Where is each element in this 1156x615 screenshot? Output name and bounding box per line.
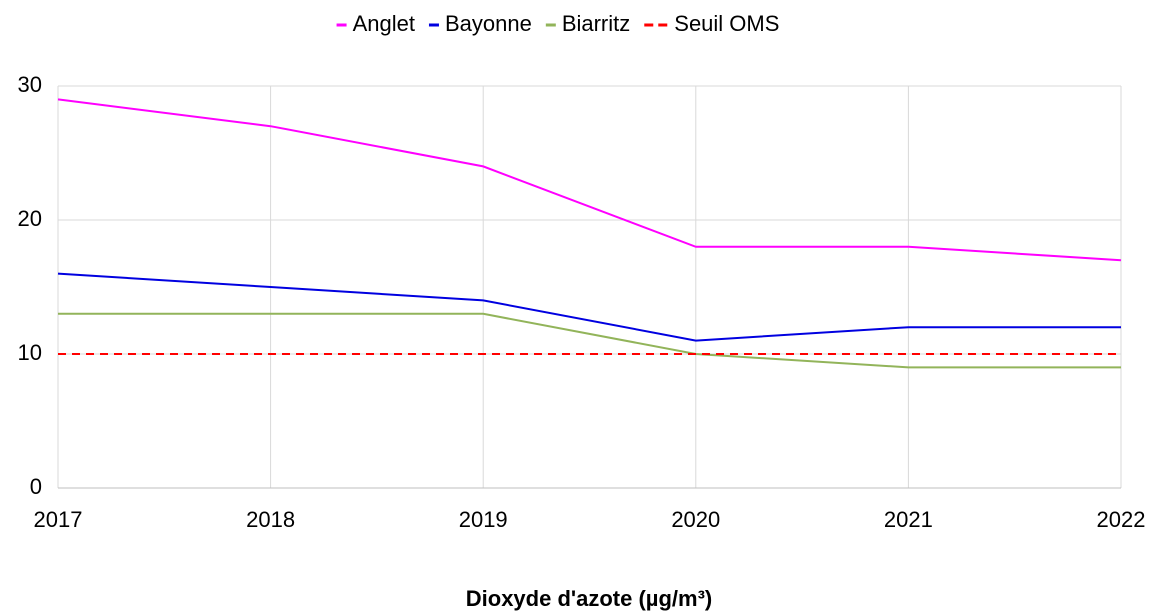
legend-label: Seuil OMS xyxy=(674,11,779,36)
x-axis-label: Dioxyde d'azote (µg/m³) xyxy=(466,586,712,611)
x-tick-label: 2017 xyxy=(34,507,83,532)
x-tick-label: 2020 xyxy=(671,507,720,532)
legend-label: Bayonne xyxy=(445,11,532,36)
y-tick-label: 0 xyxy=(30,474,42,499)
x-tick-label: 2018 xyxy=(246,507,295,532)
y-tick-label: 30 xyxy=(18,72,42,97)
y-tick-label: 20 xyxy=(18,206,42,231)
y-tick-label: 10 xyxy=(18,340,42,365)
series-line xyxy=(57,98,1122,262)
x-tick-label: 2019 xyxy=(459,507,508,532)
series-line xyxy=(57,272,1121,342)
x-tick-label: 2021 xyxy=(884,507,933,532)
legend-label: Biarritz xyxy=(562,11,630,36)
x-tick-label: 2022 xyxy=(1097,507,1146,532)
series-line xyxy=(58,312,1121,369)
legend-label: Anglet xyxy=(353,11,415,36)
